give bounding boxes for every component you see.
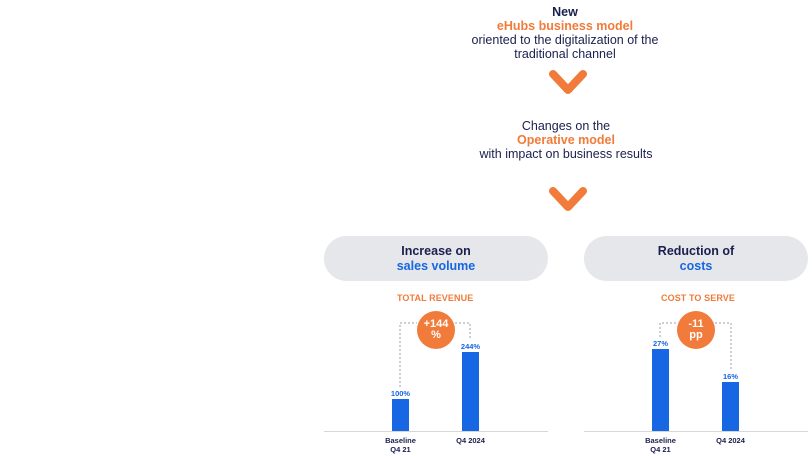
operative-line1: Changes on the [521,119,611,133]
intro-line-desc1: oriented to the digitalization of the [471,33,659,47]
x-tick-label: Baseline Q4 21 [645,436,676,454]
revenue-growth-badge: +144 % [417,311,455,349]
x-tick-label: Baseline Q4 21 [385,436,416,454]
bar-value-label: 27% [652,339,668,348]
operative-line2: Operative model [517,133,615,147]
bar-value-label: 100% [390,389,411,398]
cost-to-serve-label: COST TO SERVE [661,293,735,303]
chart-bar [462,352,479,431]
bar-value-label: 16% [722,372,738,381]
costs-pill-line2: costs [679,258,713,273]
revenue-badge-value: +144 [423,318,449,330]
operative-block: Changes on the Operative model with impa… [430,119,702,161]
chart-bar [392,399,409,431]
costs-pill: Reduction of costs [584,236,808,281]
operative-line3: with impact on business results [479,147,653,161]
bar-value-label: 244% [460,342,481,351]
chart-bar [652,349,669,431]
cost-reduction-badge: -11 pp [677,311,715,349]
intro-line-model: eHubs business model [496,19,634,33]
x-tick-label: Q4 2024 [456,436,485,445]
intro-block: New eHubs business model oriented to the… [430,5,700,61]
revenue-badge-unit: % [431,329,441,341]
sales-pill-line2: sales volume [396,258,476,273]
chevron-down-icon [549,70,587,94]
sales-volume-pill: Increase on sales volume [324,236,548,281]
sales-pill-line1: Increase on [401,243,471,258]
costs-pill-line1: Reduction of [657,243,735,258]
chart-bar [722,382,739,431]
cost-badge-unit: pp [689,329,703,341]
total-revenue-label: TOTAL REVENUE [397,293,474,303]
intro-line-new: New [552,5,578,19]
chart-baseline [584,431,808,432]
chevron-down-icon [549,187,587,211]
chart-baseline [324,431,548,432]
intro-line-desc2: traditional channel [514,47,616,61]
cost-badge-value: -11 [688,318,704,330]
x-tick-label: Q4 2024 [716,436,745,445]
